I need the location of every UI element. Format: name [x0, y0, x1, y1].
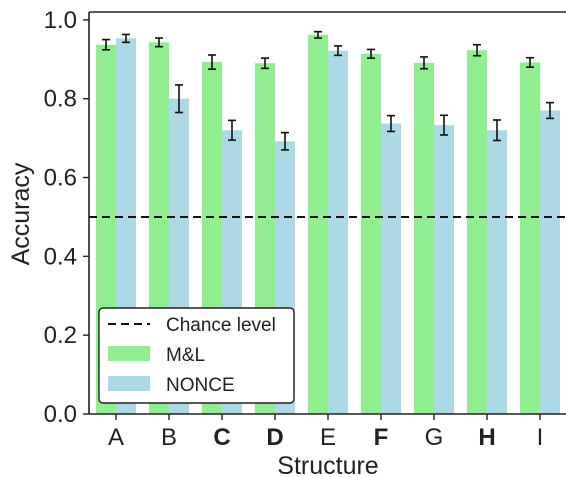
errorbar-nonce-C [228, 119, 236, 141]
errorbar-nonce-F [387, 114, 395, 133]
legend-nonce-swatch [108, 376, 150, 391]
legend-chance-label: Chance level [166, 315, 276, 336]
errorbar-ml-A [102, 38, 110, 51]
errorbar-ml-G [420, 56, 428, 70]
bar-ml-I [520, 62, 540, 415]
legend-ml-swatch [108, 346, 150, 361]
bar-nonce-E [328, 50, 348, 414]
y-tick-label: 0.6 [44, 165, 77, 192]
y-tick-label: 0.8 [44, 86, 77, 113]
y-tick-label: 0.2 [44, 322, 77, 349]
errorbar-nonce-B [175, 84, 183, 114]
errorbar-ml-E [314, 30, 322, 39]
errorbar-nonce-A [122, 33, 130, 44]
y-tick-label: 0.4 [44, 243, 77, 270]
errorbar-nonce-G [440, 114, 448, 136]
errorbar-nonce-D [281, 131, 289, 151]
error-bars-layer [102, 30, 554, 151]
errorbar-ml-F [367, 48, 375, 59]
errorbar-ml-H [473, 43, 481, 57]
bar-nonce-I [540, 110, 560, 414]
y-tick-label: 1.0 [44, 7, 77, 34]
x-tick-label-D: D [266, 424, 283, 451]
legend-nonce-label: NONCE [166, 375, 235, 396]
bar-nonce-G [434, 125, 454, 415]
errorbar-ml-I [526, 56, 534, 68]
errorbar-ml-D [261, 57, 269, 70]
y-tick-label: 0.0 [44, 401, 77, 428]
x-tick-label-H: H [478, 424, 495, 451]
x-tick-label-C: C [213, 424, 230, 451]
legend-ml-label: M&L [166, 345, 205, 366]
x-tick-label-I: I [537, 424, 544, 451]
errorbar-ml-B [155, 37, 163, 48]
bar-nonce-H [487, 130, 507, 414]
y-axis-title: Accuracy [7, 162, 35, 265]
x-tick-label-G: G [425, 424, 444, 451]
bar-ml-F [361, 53, 381, 415]
x-tick-label-E: E [320, 424, 336, 451]
bar-ml-E [308, 34, 328, 414]
x-tick-label-B: B [161, 424, 177, 451]
y-ticks: 0.0 0.2 0.4 0.6 0.8 1.0 [44, 7, 89, 428]
bar-nonce-F [381, 123, 401, 415]
errorbar-nonce-H [493, 119, 501, 142]
x-tick-label-A: A [108, 424, 124, 451]
errorbar-ml-C [208, 54, 216, 70]
errorbar-nonce-I [546, 101, 554, 120]
x-axis-title: Structure [277, 452, 378, 477]
x-ticks: A B C D E F G H I [108, 414, 543, 451]
bar-ml-G [414, 62, 434, 414]
bar-ml-H [467, 50, 487, 415]
errorbar-nonce-E [334, 45, 342, 57]
x-tick-label-F: F [374, 424, 389, 451]
legend: Chance level M&L NONCE [98, 307, 295, 404]
